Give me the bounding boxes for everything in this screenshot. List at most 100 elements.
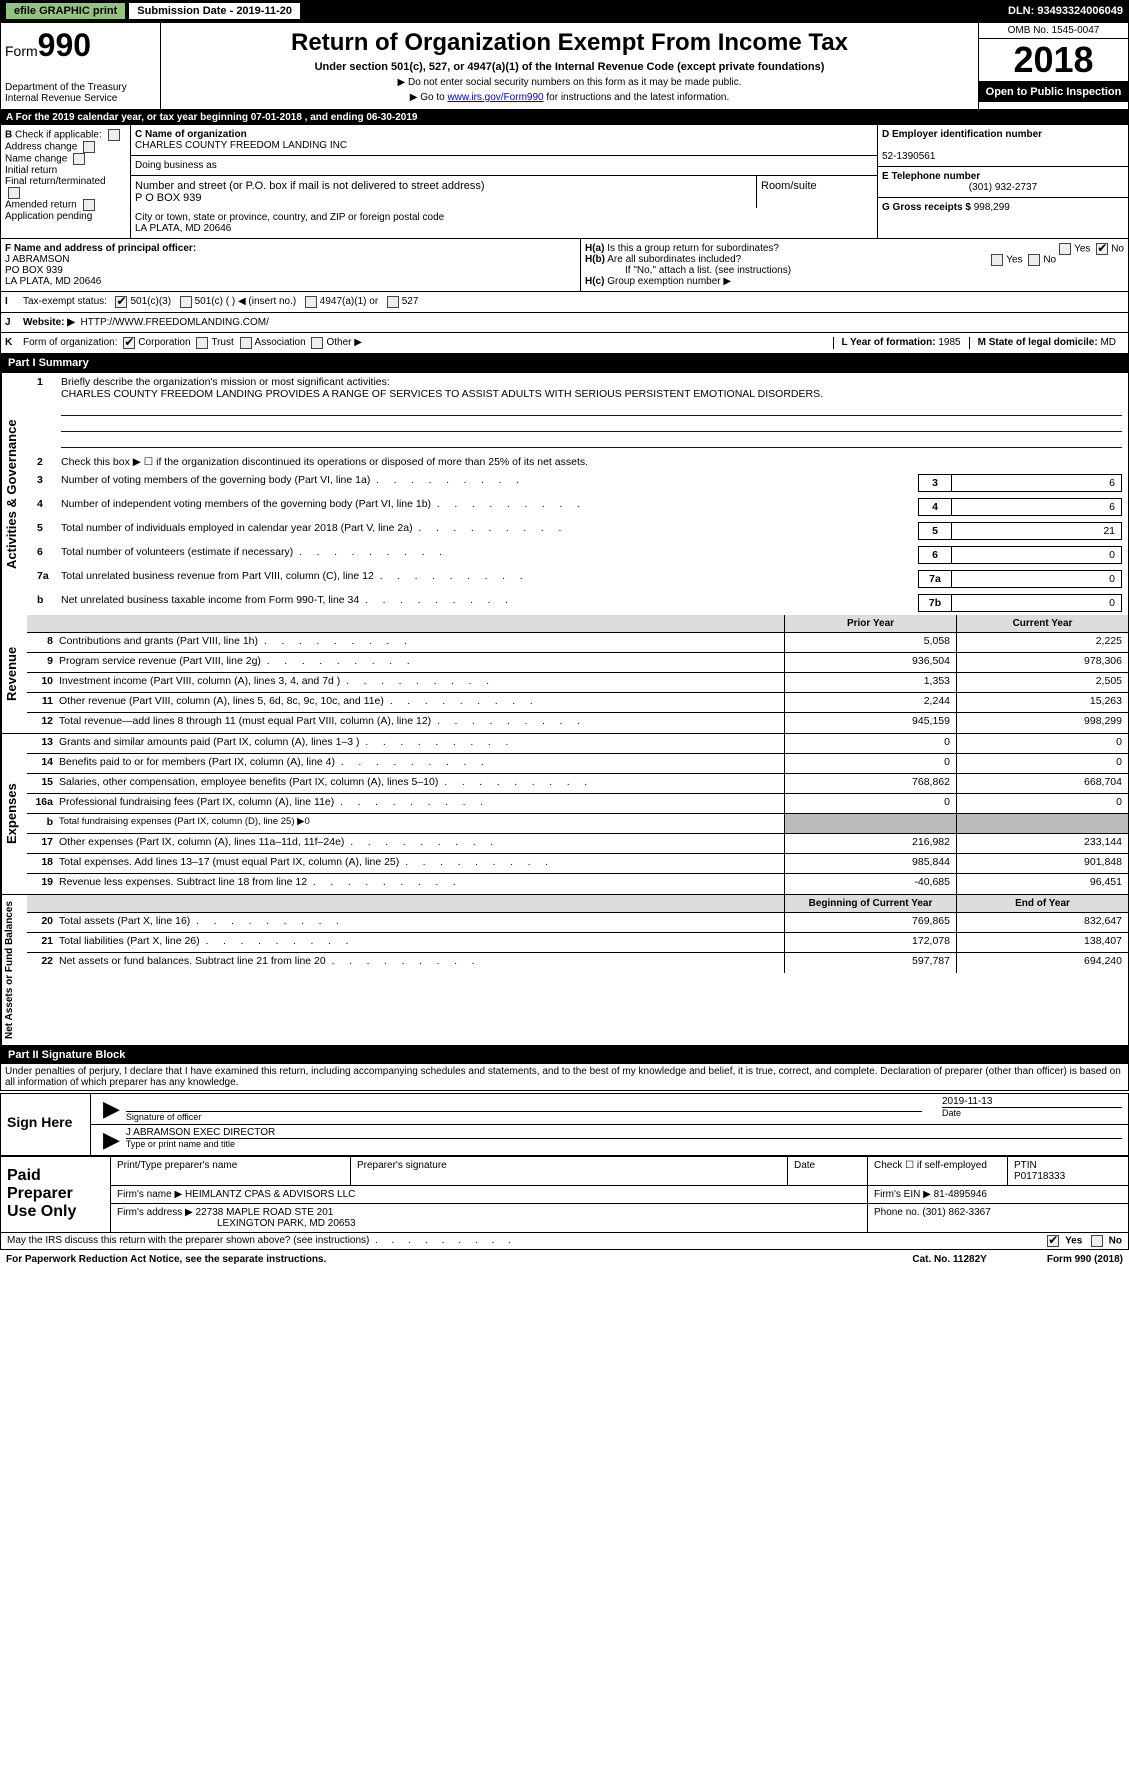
checkbox[interactable] — [83, 199, 95, 211]
rot-expenses: Expenses — [1, 734, 27, 894]
l-value: 1985 — [938, 337, 960, 348]
b-item: Application pending — [5, 211, 126, 222]
form-header: Form990 Department of the Treasury Inter… — [0, 22, 1129, 110]
checkbox[interactable] — [83, 141, 95, 153]
phone-value: (301) 932-2737 — [882, 182, 1124, 193]
grid-row: 19 Revenue less expenses. Subtract line … — [27, 874, 1128, 894]
b-label: B — [5, 130, 12, 141]
grid-row: 21 Total liabilities (Part X, line 26) 1… — [27, 933, 1128, 953]
section-k: K Form of organization: Corporation Trus… — [0, 333, 1129, 354]
checkbox-501c3[interactable] — [115, 296, 127, 308]
summary-line: 3 Number of voting members of the govern… — [27, 471, 1128, 495]
m-value: MD — [1100, 337, 1116, 348]
section-f: F Name and address of principal officer:… — [1, 239, 581, 291]
grid-row: 15 Salaries, other compensation, employe… — [27, 774, 1128, 794]
b-item: Name change — [5, 153, 126, 165]
checkbox[interactable] — [387, 296, 399, 308]
c-name-label: C Name of organization — [135, 129, 247, 140]
m-label: M State of legal domicile: — [978, 337, 1098, 348]
checkbox[interactable] — [305, 296, 317, 308]
website-value: HTTP://WWW.FREEDOMLANDING.COM/ — [81, 317, 269, 328]
note2-suffix: for instructions and the latest informat… — [544, 92, 730, 103]
grid-row: 16a Professional fundraising fees (Part … — [27, 794, 1128, 814]
city-value: LA PLATA, MD 20646 — [135, 223, 231, 234]
grid-row: 18 Total expenses. Add lines 13–17 (must… — [27, 854, 1128, 874]
irs-link[interactable]: www.irs.gov/Form990 — [447, 92, 543, 103]
checkbox-yes[interactable] — [1047, 1235, 1059, 1247]
summary-line: 4 Number of independent voting members o… — [27, 495, 1128, 519]
sig-officer-label: Signature of officer — [126, 1112, 922, 1122]
grid-row: 10 Investment income (Part VIII, column … — [27, 673, 1128, 693]
prep-name-label: Print/Type preparer's name — [111, 1157, 351, 1185]
line-a: A For the 2019 calendar year, or tax yea… — [0, 110, 1129, 125]
firm-ein-label: Firm's EIN ▶ — [874, 1189, 931, 1200]
sig-name-label: Type or print name and title — [126, 1139, 1122, 1149]
checkbox-corp[interactable] — [123, 337, 135, 349]
sig-date: 2019-11-13 — [942, 1096, 1122, 1108]
paid-label: Paid Preparer Use Only — [1, 1157, 111, 1232]
paid-preparer-block: Paid Preparer Use Only Print/Type prepar… — [0, 1156, 1129, 1233]
street-label: Number and street (or P.O. box if mail i… — [135, 180, 485, 192]
officer-city: LA PLATA, MD 20646 — [5, 276, 101, 287]
prep-check-label: Check ☐ if self-employed — [868, 1157, 1008, 1185]
line2-text: Check this box ▶ ☐ if the organization d… — [61, 456, 1122, 468]
firm-addr1: 22738 MAPLE ROAD STE 201 — [196, 1207, 334, 1218]
b-item: Address change — [5, 141, 126, 153]
open-to-public: Open to Public Inspection — [979, 82, 1128, 102]
col-current: Current Year — [956, 615, 1128, 632]
checkbox[interactable] — [311, 337, 323, 349]
grid-row: 11 Other revenue (Part VIII, column (A),… — [27, 693, 1128, 713]
section-d: D Employer identification number 52-1390… — [878, 125, 1128, 238]
date-label: Date — [942, 1108, 1122, 1118]
f-label: F Name and address of principal officer: — [5, 243, 196, 254]
firm-phone: (301) 862-3367 — [922, 1207, 990, 1218]
summary-line: 5 Total number of individuals employed i… — [27, 519, 1128, 543]
arrow-icon: ▶ — [97, 1096, 126, 1122]
tax-year: 2018 — [979, 39, 1128, 82]
phone-label: E Telephone number — [882, 171, 980, 182]
checkbox[interactable] — [73, 153, 85, 165]
officer-street: PO BOX 939 — [5, 265, 63, 276]
hc-label: Group exemption number ▶ — [607, 276, 731, 287]
ha-label: Is this a group return for subordinates? — [607, 243, 779, 254]
gross-label: G Gross receipts $ — [882, 202, 971, 213]
firm-addr2: LEXINGTON PARK, MD 20653 — [117, 1218, 356, 1229]
grid-row: 22 Net assets or fund balances. Subtract… — [27, 953, 1128, 973]
checkbox[interactable] — [108, 129, 120, 141]
checkbox-yes[interactable] — [991, 254, 1003, 266]
checkbox[interactable] — [240, 337, 252, 349]
discuss-text: May the IRS discuss this return with the… — [7, 1235, 369, 1247]
checkbox-no[interactable] — [1091, 1235, 1103, 1247]
efile-badge: efile GRAPHIC print — [6, 3, 125, 19]
grid-row: 12 Total revenue—add lines 8 through 11 … — [27, 713, 1128, 733]
rot-net-assets: Net Assets or Fund Balances — [1, 895, 27, 1045]
summary-line: 6 Total number of volunteers (estimate i… — [27, 543, 1128, 567]
sig-name: J ABRAMSON EXEC DIRECTOR — [126, 1127, 1122, 1139]
checkbox[interactable] — [196, 337, 208, 349]
dept-label: Department of the Treasury Internal Reve… — [5, 82, 156, 104]
paperwork-text: For Paperwork Reduction Act Notice, see … — [6, 1254, 326, 1265]
line1-label: Briefly describe the organization's miss… — [61, 376, 390, 388]
underline — [61, 402, 1122, 416]
checkbox[interactable] — [8, 187, 20, 199]
checkbox-yes[interactable] — [1059, 243, 1071, 255]
firm-ein: 81-4895946 — [934, 1189, 987, 1200]
col-end: End of Year — [956, 895, 1128, 912]
ein-label: D Employer identification number — [882, 129, 1042, 140]
l-label: L Year of formation: — [842, 337, 936, 348]
checkbox-no[interactable] — [1096, 243, 1108, 255]
grid-row: b Total fundraising expenses (Part IX, c… — [27, 814, 1128, 834]
form-note-2: ▶ Go to www.irs.gov/Form990 for instruct… — [167, 92, 972, 103]
part1-header: Part I Summary — [0, 354, 1129, 372]
checkbox[interactable] — [180, 296, 192, 308]
gross-value: 998,299 — [974, 202, 1010, 213]
sign-here-block: Sign Here ▶ Signature of officer 2019-11… — [0, 1093, 1129, 1156]
j-label: Website: ▶ — [23, 317, 75, 328]
note2-prefix: ▶ Go to — [410, 92, 448, 103]
dba-label: Doing business as — [135, 160, 217, 171]
top-bar: efile GRAPHIC print Submission Date - 20… — [0, 0, 1129, 22]
checkbox-no[interactable] — [1028, 254, 1040, 266]
b-item: Amended return — [5, 199, 126, 211]
summary-line: b Net unrelated business taxable income … — [27, 591, 1128, 615]
section-b: B Check if applicable: Address change Na… — [1, 125, 131, 238]
